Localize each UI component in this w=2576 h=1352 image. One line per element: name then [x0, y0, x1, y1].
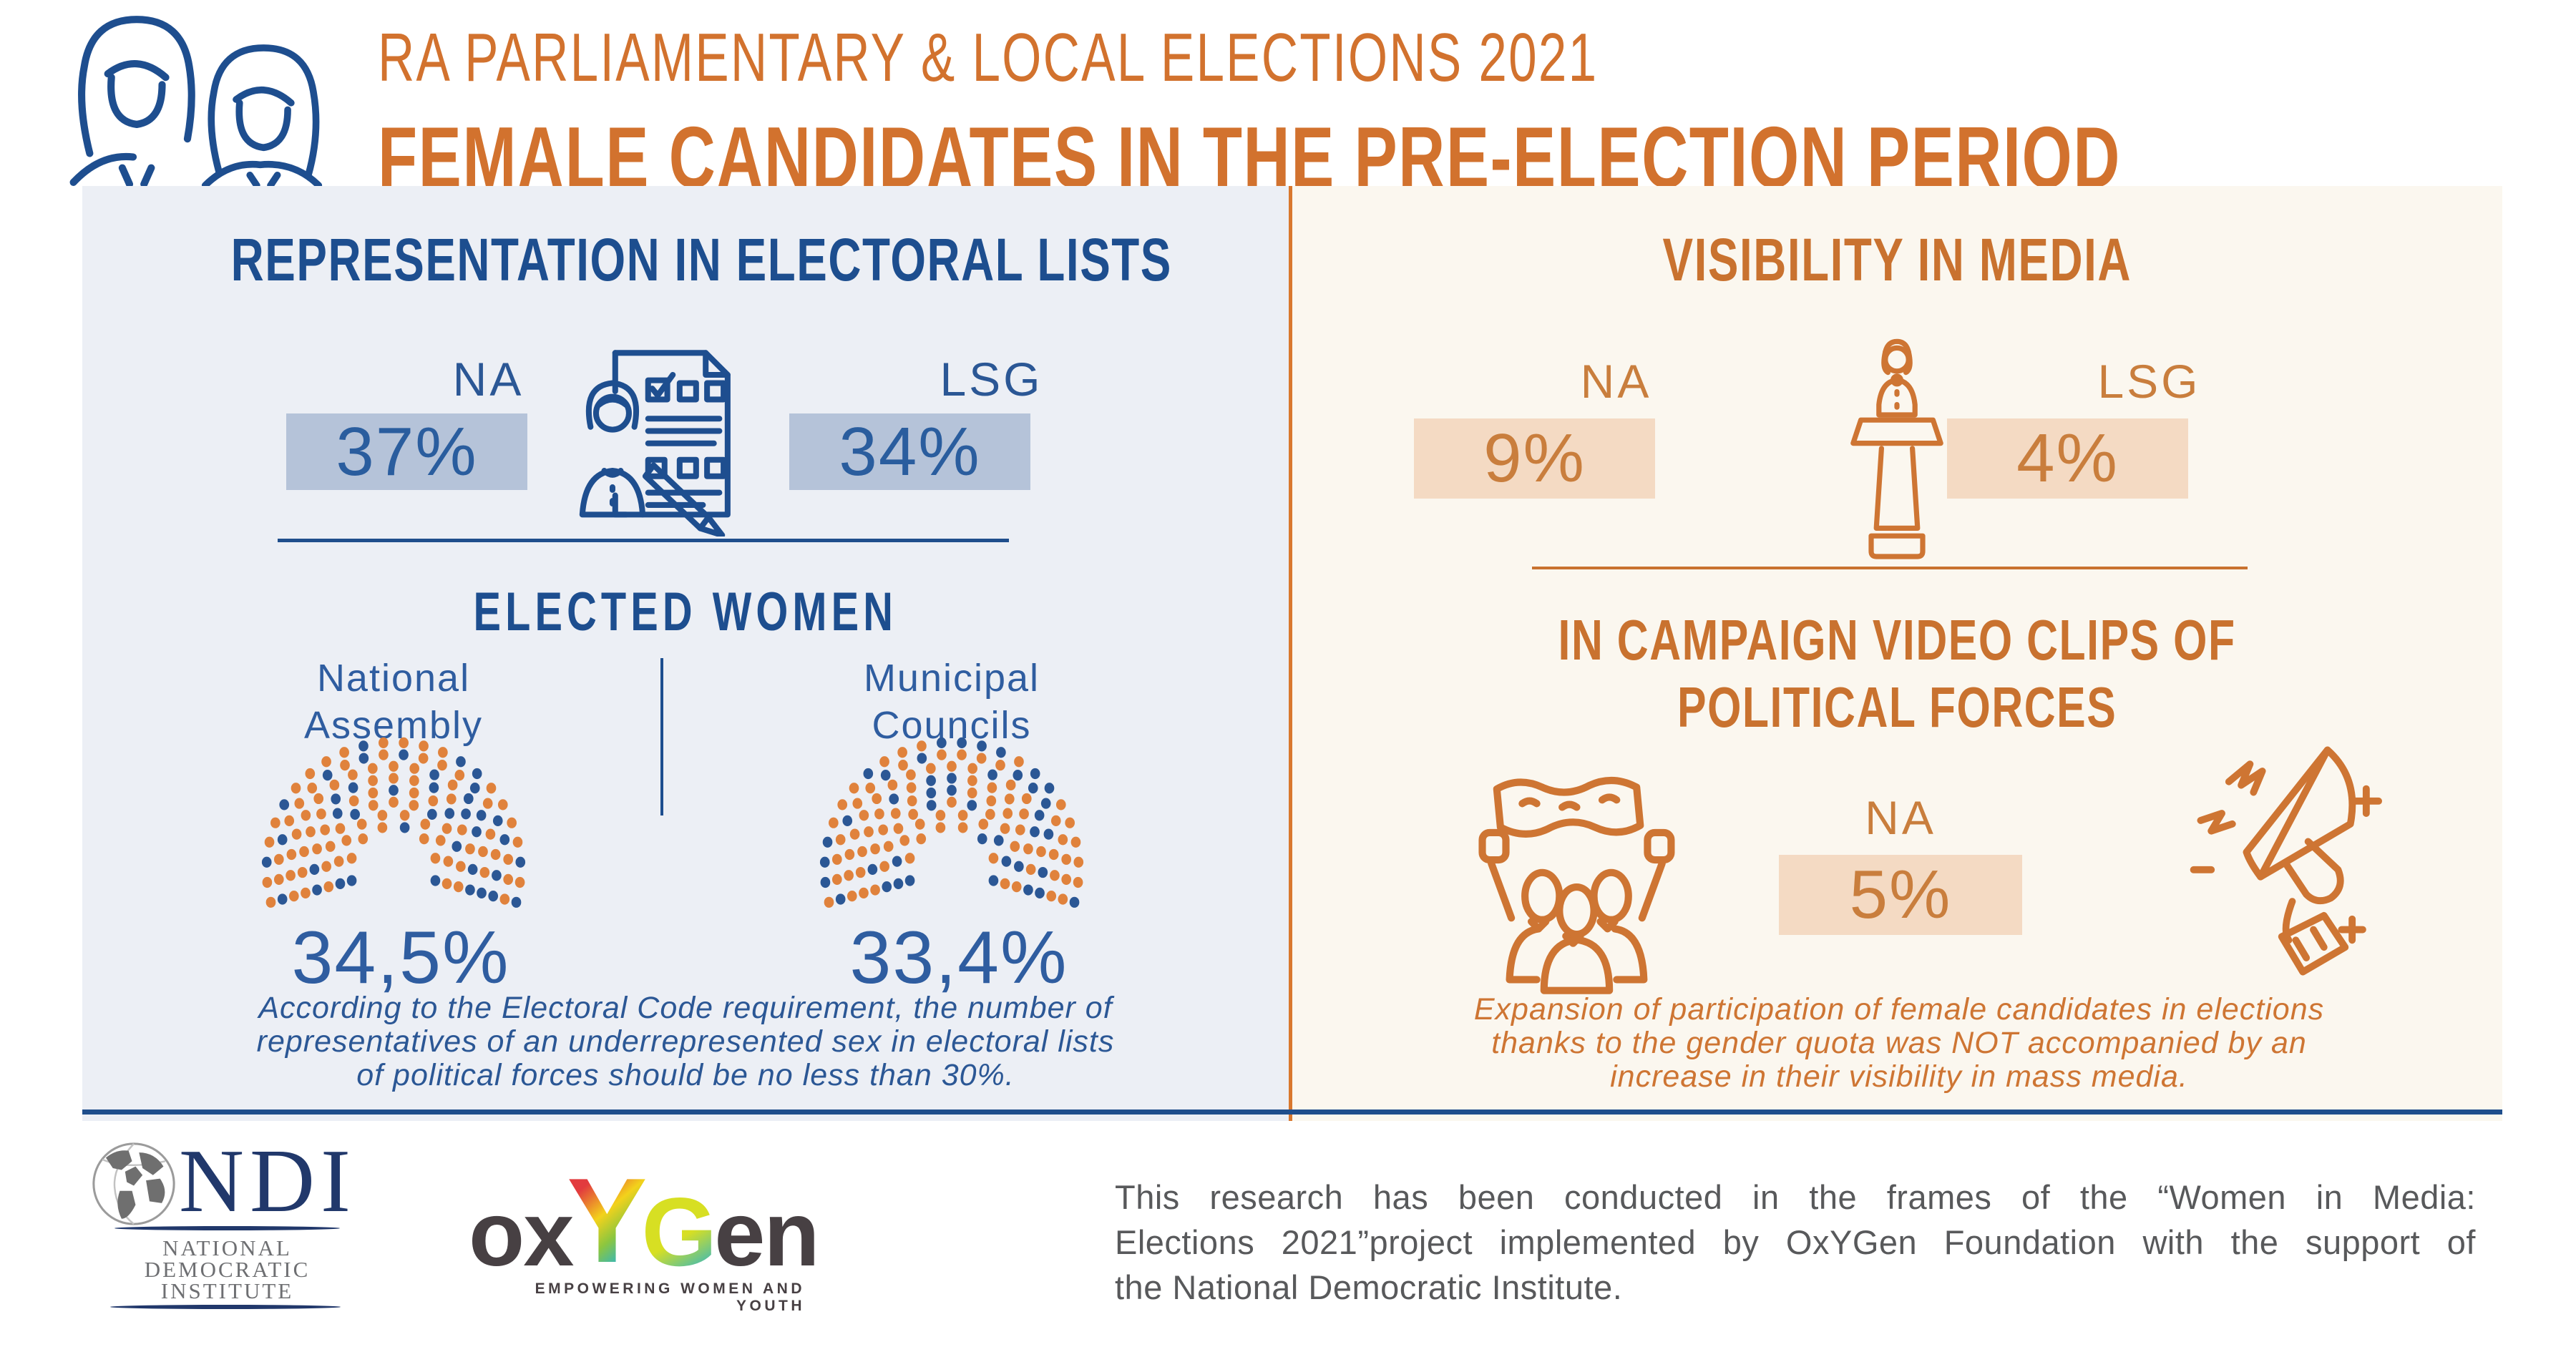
oxygen-tagline: EMPOWERING WOMEN AND YOUTH [535, 1280, 805, 1314]
oxygen-y: Y [567, 1153, 648, 1288]
left-panel-title: REPRESENTATION IN ELECTORAL LISTS [230, 226, 1172, 293]
municipal-councils-label: Municipal Councils [863, 657, 1040, 747]
na-media-label: NA [1580, 355, 1652, 408]
panel-electoral-lists: REPRESENTATION IN ELECTORAL LISTS NA 37% [82, 186, 1289, 1121]
lsg-media-label: LSG [2097, 355, 2201, 408]
megaphone-icon [2190, 746, 2382, 976]
research-credit-text: This research has been conducted in the … [1115, 1178, 2476, 1306]
lsg-list-value-box: 34% [789, 413, 1030, 490]
ndi-rule-top [114, 1226, 340, 1230]
ndi-acronym: NDI [179, 1132, 356, 1231]
panel-visibility-media: VISIBILITY IN MEDIA NA 9% LSG 4% [1289, 186, 2502, 1121]
oxygen-en: en [714, 1183, 819, 1285]
lsg-media-value-box: 4% [1947, 418, 2188, 499]
campaign-clips-title: IN CAMPAIGN VIDEO CLIPS OF POLITICAL FOR… [1558, 608, 2237, 739]
ndi-globe-icon [92, 1142, 175, 1225]
na-list-label: NA [452, 353, 525, 406]
footer-separator-line [82, 1109, 2502, 1115]
ndi-rule-bottom [110, 1305, 341, 1309]
na-media-value-box: 9% [1414, 418, 1655, 499]
podium-speaker-icon [1850, 338, 1943, 559]
elected-women-divider [660, 658, 663, 815]
elected-women-title: ELECTED WOMEN [473, 582, 898, 642]
municipal-councils-percentage: 33,4% [849, 916, 1068, 999]
lsg-list-label: LSG [940, 353, 1043, 406]
crowd-supporters-icon [1478, 776, 1675, 994]
left-divider-line [278, 539, 1009, 542]
right-divider-line [1532, 567, 2248, 569]
parliament-chart-national-assembly [261, 737, 526, 908]
parliament-chart-municipal-councils [819, 737, 1084, 908]
national-assembly-label: National Assembly [303, 657, 484, 747]
national-assembly-percentage: 34,5% [291, 916, 510, 999]
two-women-icon [69, 16, 323, 186]
visibility-note: Expansion of participation of female can… [1473, 992, 2325, 1094]
oxygen-g: G [641, 1177, 718, 1286]
oxygen-ox: ox [469, 1183, 574, 1285]
page-title: RA PARLIAMENTARY & LOCAL ELECTIONS 2021 … [378, 19, 2576, 207]
title-line1: RA PARLIAMENTARY & LOCAL ELECTIONS 2021 [378, 19, 1599, 96]
na-campaign-value-box: 5% [1779, 855, 2022, 935]
right-panel-title: VISIBILITY IN MEDIA [1662, 226, 2132, 293]
na-list-value-box: 37% [286, 413, 527, 490]
ndi-full-name: NATIONAL DEMOCRATIC INSTITUTE [144, 1235, 311, 1303]
electoral-list-icon [579, 350, 731, 537]
na-campaign-label: NA [1865, 791, 1936, 844]
electoral-code-note: According to the Electoral Code requirem… [256, 991, 1115, 1092]
